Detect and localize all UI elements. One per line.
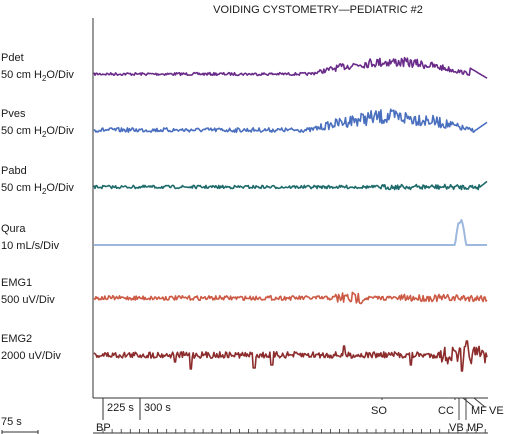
time-scale-label: 75 s [1,416,22,428]
event-marker-vb: VB [449,422,464,434]
channel-scale-pabd: 50 cm H2O/Div [1,182,74,196]
channel-scale-emg2: 2000 uV/Div [1,350,61,362]
event-marker-bp: BP [96,422,111,434]
time-tick-labels: 225 s 300 s [102,398,171,420]
trace-pdet [93,56,488,79]
event-marker-so: SO [371,405,387,417]
channel-name-pabd: Pabd [1,165,27,177]
trace-emg2 [93,340,488,372]
channel-traces [93,56,488,372]
time-scale-bar: 75 s [1,416,39,434]
event-marker-ve: VE [489,405,504,417]
event-marker-mf: MF [471,405,487,417]
trace-emg1 [93,291,488,305]
event-markers: BP SO CC VB MP MF VE [96,397,504,434]
channel-scale-pdet: 50 cm H2O/Div [1,69,74,83]
channel-scale-emg1: 500 uV/Div [1,294,55,306]
channel-name-qura: Qura [1,223,26,235]
trace-pves [93,108,488,133]
event-marker-line-ve [473,397,486,408]
channel-name-pves: Pves [1,108,26,120]
channel-scale-pves: 50 cm H2O/Div [1,125,74,139]
trace-pabd [93,180,488,191]
event-axis-ticks [102,429,486,433]
event-marker-cc: CC [438,405,454,417]
event-marker-mp: MP [467,422,484,434]
channel-labels: Pdet 50 cm H2O/Div Pves 50 cm H2O/Div Pabd 50… [1,52,74,362]
event-marker-line-mf [462,397,475,408]
chart-title: VOIDING CYSTOMETRY—PEDIATRIC #2 [213,4,423,16]
time-tick-label: 225 s [107,402,134,414]
time-tick-label: 300 s [144,402,171,414]
channel-scale-qura: 10 mL/s/Div [1,240,60,252]
channel-name-emg1: EMG1 [1,277,32,289]
channel-name-emg2: EMG2 [1,333,32,345]
channel-name-pdet: Pdet [1,52,24,64]
trace-qura [94,219,487,246]
